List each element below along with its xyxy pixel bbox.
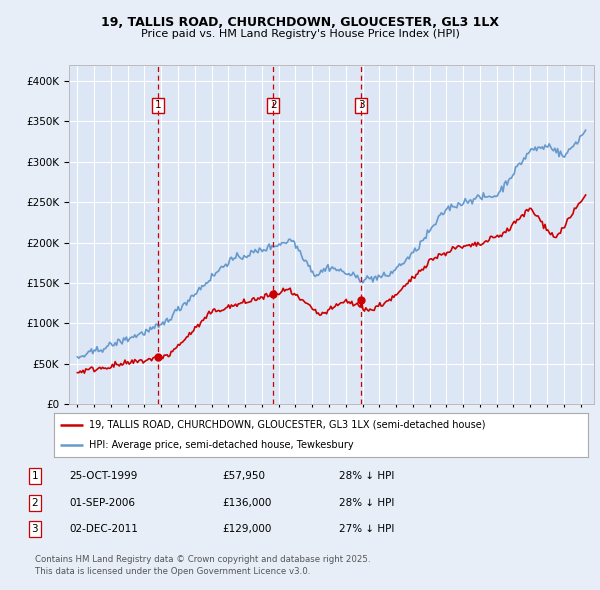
Text: 02-DEC-2011: 02-DEC-2011 [69, 525, 138, 534]
Text: HPI: Average price, semi-detached house, Tewkesbury: HPI: Average price, semi-detached house,… [89, 440, 353, 450]
Text: 27% ↓ HPI: 27% ↓ HPI [339, 525, 394, 534]
Text: 2: 2 [270, 100, 277, 110]
Text: 2: 2 [31, 498, 38, 507]
Text: 1: 1 [155, 100, 161, 110]
Text: 28% ↓ HPI: 28% ↓ HPI [339, 498, 394, 507]
Text: 19, TALLIS ROAD, CHURCHDOWN, GLOUCESTER, GL3 1LX (semi-detached house): 19, TALLIS ROAD, CHURCHDOWN, GLOUCESTER,… [89, 420, 485, 430]
Text: £136,000: £136,000 [222, 498, 271, 507]
Text: Price paid vs. HM Land Registry's House Price Index (HPI): Price paid vs. HM Land Registry's House … [140, 29, 460, 38]
Text: 3: 3 [31, 525, 38, 534]
Text: 3: 3 [358, 100, 365, 110]
Text: 25-OCT-1999: 25-OCT-1999 [69, 471, 137, 481]
Text: 28% ↓ HPI: 28% ↓ HPI [339, 471, 394, 481]
Text: 01-SEP-2006: 01-SEP-2006 [69, 498, 135, 507]
Text: £57,950: £57,950 [222, 471, 265, 481]
Text: Contains HM Land Registry data © Crown copyright and database right 2025.
This d: Contains HM Land Registry data © Crown c… [35, 555, 370, 576]
Text: 1: 1 [31, 471, 38, 481]
Text: £129,000: £129,000 [222, 525, 271, 534]
Text: 19, TALLIS ROAD, CHURCHDOWN, GLOUCESTER, GL3 1LX: 19, TALLIS ROAD, CHURCHDOWN, GLOUCESTER,… [101, 16, 499, 29]
